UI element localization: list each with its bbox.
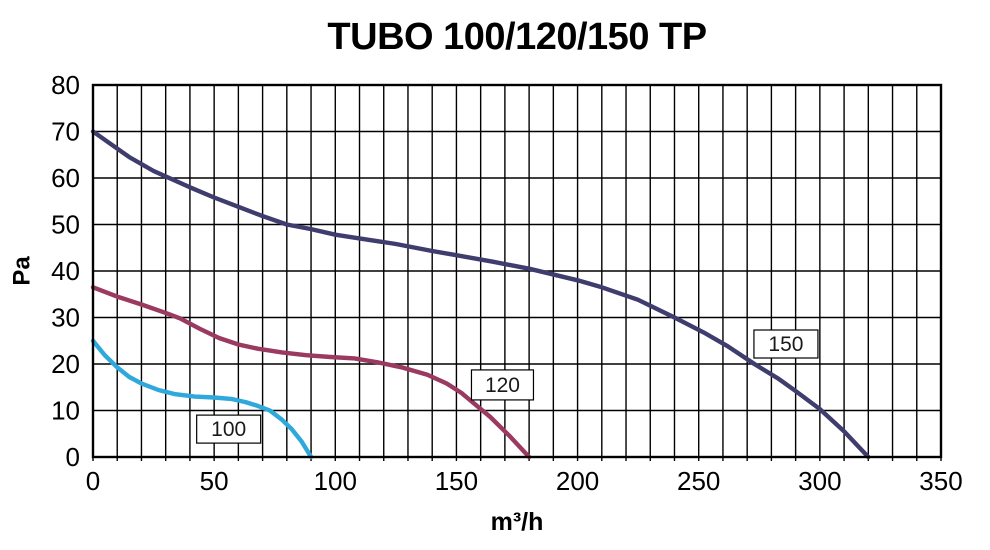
curve-label-box-100 xyxy=(196,414,262,444)
x-axis-label: m³/h xyxy=(490,508,544,536)
y-tick-label: 30 xyxy=(51,303,80,333)
y-tick-label: 70 xyxy=(51,117,80,147)
x-tick-label: 50 xyxy=(200,466,229,496)
curve-label-120: 120 xyxy=(485,374,520,397)
x-tick-label: 150 xyxy=(435,466,478,496)
curve-label-100: 100 xyxy=(211,418,246,441)
y-tick-label: 10 xyxy=(51,396,80,426)
y-tick-label: 80 xyxy=(51,70,80,100)
y-tick-label: 20 xyxy=(51,349,80,379)
x-tick-label: 250 xyxy=(677,466,720,496)
chart-title: TUBO 100/120/150 TP xyxy=(327,16,707,58)
y-tick-label: 40 xyxy=(51,256,80,286)
y-tick-label: 50 xyxy=(51,210,80,240)
y-tick-label: 0 xyxy=(66,442,80,472)
y-tick-label: 60 xyxy=(51,163,80,193)
curve-label-box-150 xyxy=(753,329,819,359)
x-tick-label: 0 xyxy=(86,466,100,496)
series-curve-100 xyxy=(90,338,314,460)
curve-label-150: 150 xyxy=(768,333,803,356)
series-curve-120 xyxy=(90,285,532,460)
plot-border xyxy=(91,83,943,459)
curve-label-box-120 xyxy=(470,369,535,401)
x-tick-label: 350 xyxy=(919,466,962,496)
x-tick-label: 300 xyxy=(798,466,841,496)
x-tick-label: 100 xyxy=(314,466,357,496)
x-tick-label: 200 xyxy=(556,466,599,496)
series-curve-150 xyxy=(90,129,871,460)
